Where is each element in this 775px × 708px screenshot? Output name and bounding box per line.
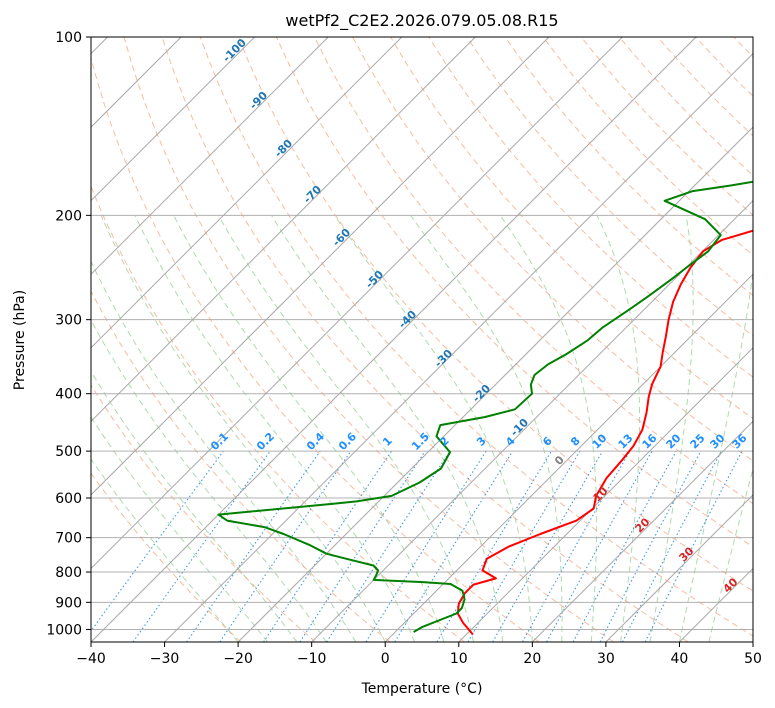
moist-adiabat-line: [100, 215, 386, 642]
y-tick-label: 1000: [46, 622, 82, 638]
moist-adiabat-line: [91, 370, 298, 642]
x-tick-label: −20: [223, 651, 253, 667]
dry-adiabat-line: [352, 37, 753, 462]
isotherm-line: [164, 52, 753, 642]
mixing-ratio-line: [644, 450, 743, 642]
moist-adiabat-line: [173, 215, 445, 642]
x-tick-label: 0: [381, 651, 390, 667]
moist-adiabat-line: [678, 269, 753, 642]
x-tick-label: −30: [150, 651, 180, 667]
mixing-ratio-line: [132, 450, 271, 642]
y-tick-label: 100: [55, 30, 82, 46]
plot-area: -100-90-80-70-60-50-40-30-20-100.1 0.2 0.4…: [91, 37, 753, 642]
dry-adiabat-line: [91, 290, 391, 642]
isotherm-line: [91, 37, 256, 202]
moist-adiabat-line: [649, 215, 694, 642]
mixing-ratio-line: [186, 450, 321, 642]
moist-adiabat-line: [596, 215, 641, 642]
skewed-isotherms: [91, 37, 753, 642]
x-axis-title: Temperature (°C): [361, 681, 483, 697]
plot-frame: [90, 36, 754, 643]
isotherm-line: [237, 126, 753, 642]
isotherm-line: [311, 199, 753, 642]
moist-adiabat-line: [91, 319, 327, 642]
dry-adiabat-line: [237, 37, 753, 592]
dry-adiabat-line: [91, 55, 540, 642]
x-axis: −40 −30 −20 −10 0 10 20 30 40 50: [76, 642, 762, 667]
y-axis-title: Pressure (hPa): [12, 290, 28, 390]
isotherm-line: [605, 494, 753, 642]
moist-adiabat-line: [410, 215, 563, 642]
moist-adiabat-line: [218, 215, 474, 642]
dry-adiabat-line: [161, 37, 689, 642]
moist-adiabat-line: [91, 458, 239, 642]
dry-adiabat-line: [91, 472, 242, 642]
x-tick-label: 50: [744, 651, 762, 667]
mixing-ratio-line: [572, 450, 677, 642]
x-tick-label: 10: [450, 651, 468, 667]
moist-adiabat-line: [91, 260, 357, 642]
dry-adiabat-line: [123, 37, 614, 642]
dry-adiabat-line: [428, 37, 753, 378]
mixing-ratio-line: [546, 450, 653, 642]
dry-adiabat-line: [91, 384, 316, 642]
y-tick-label: 300: [55, 313, 82, 329]
mixing-ratio-lines: [91, 450, 743, 642]
x-tick-label: −40: [76, 651, 106, 667]
dry-adiabat-line: [314, 37, 753, 505]
moist-adiabat-line: [334, 215, 533, 642]
mixing-ratio-line: [219, 450, 352, 642]
y-tick-label: 800: [55, 565, 82, 581]
isotherm-line: [91, 37, 623, 570]
moist-adiabat-line: [91, 416, 268, 642]
y-tick-label: 400: [55, 387, 82, 403]
y-axis: 100 200 300 400 500 600 700 800 900 1000: [46, 30, 91, 638]
dewpoint-line: [217, 180, 753, 633]
dry-adiabat-line: [466, 37, 753, 337]
y-tick-label: 700: [55, 531, 82, 547]
isotherm-line: [531, 420, 753, 642]
y-tick-label: 200: [55, 208, 82, 224]
moist-adiabat-line: [134, 215, 416, 642]
temperature-line: [456, 229, 753, 636]
moist-adiabat-line: [271, 215, 504, 642]
mixing-ratio-line: [263, 450, 392, 642]
isotherm-line: [458, 347, 753, 642]
isotherm-line: [384, 273, 753, 642]
grid-lines: [91, 37, 753, 630]
mixing-ratio-line: [394, 450, 514, 642]
y-tick-label: 500: [55, 444, 82, 460]
x-tick-label: 40: [671, 651, 689, 667]
mixing-ratio-line: [326, 450, 451, 642]
isotherm-line: [91, 37, 403, 349]
profile-series: [217, 180, 753, 636]
dry-adiabat-line: [275, 37, 753, 548]
dry-adiabat-line: [390, 37, 753, 420]
dry-adiabat-line: [91, 185, 465, 642]
x-tick-label: 30: [597, 651, 615, 667]
mixing-ratio-line: [522, 450, 631, 642]
y-tick-label: 600: [55, 491, 82, 507]
x-tick-label: 20: [523, 651, 541, 667]
chart-title: wetPf2_C2E2.2026.079.05.08.R15: [285, 11, 558, 31]
y-tick-label: 900: [55, 595, 82, 611]
mixing-ratio-line: [91, 450, 224, 632]
isotherm-line: [91, 37, 697, 642]
dry-adiabat-line: [504, 37, 753, 296]
isotherm-line: [91, 37, 550, 496]
isotherm-line: [91, 37, 329, 275]
x-tick-label: −10: [297, 651, 327, 667]
isotherm-line: [91, 37, 476, 423]
